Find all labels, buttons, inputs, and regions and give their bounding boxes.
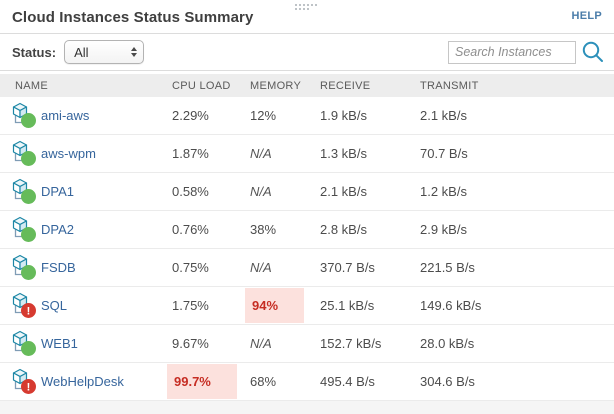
cpu-load-value: 0.76% — [172, 222, 209, 237]
receive-value: 370.7 B/s — [320, 260, 375, 275]
memory-value: 94% — [245, 288, 305, 323]
transmit-value: 70.7 B/s — [420, 146, 468, 161]
memory-value: N/A — [250, 336, 272, 351]
table-row: ! SQL 1.75% 94% 25.1 kB/s 149.6 kB/s — [0, 287, 614, 325]
cloud-instance-status-icon: ! — [10, 140, 37, 167]
column-header-name: NAME — [15, 79, 48, 92]
cpu-load-value: 0.75% — [172, 260, 209, 275]
memory-value: 38% — [250, 222, 277, 237]
column-header-receive: RECEIVE — [320, 79, 371, 92]
cloud-instance-status-icon: ! — [10, 254, 37, 281]
transmit-value: 221.5 B/s — [420, 260, 475, 275]
table-row: ! FSDB 0.75% N/A 370.7 B/s 221.5 B/s — [0, 249, 614, 287]
memory-value: 12% — [250, 108, 277, 123]
instances-table: NAME CPU LOAD MEMORY RECEIVE TRANSMIT ! … — [0, 74, 614, 401]
memory-value: N/A — [250, 260, 272, 275]
receive-value: 25.1 kB/s — [320, 298, 375, 313]
receive-value: 2.1 kB/s — [320, 184, 367, 199]
instance-name-link[interactable]: DPA1 — [41, 184, 74, 199]
receive-value: 1.3 kB/s — [320, 146, 367, 161]
help-link[interactable]: HELP — [571, 10, 602, 22]
table-header-row: NAME CPU LOAD MEMORY RECEIVE TRANSMIT — [0, 74, 614, 97]
page-title: Cloud Instances Status Summary — [12, 9, 254, 26]
cpu-load-value: 1.87% — [172, 146, 209, 161]
cpu-load-value: 0.58% — [172, 184, 209, 199]
cpu-load-value: 1.75% — [172, 298, 209, 313]
transmit-value: 2.1 kB/s — [420, 108, 467, 123]
table-row: ! ami-aws 2.29% 12% 1.9 kB/s 2.1 kB/s — [0, 97, 614, 135]
instance-name-link[interactable]: DPA2 — [41, 222, 74, 237]
transmit-value: 28.0 kB/s — [420, 336, 475, 351]
memory-value: N/A — [250, 184, 272, 199]
cloud-instance-status-icon: ! — [10, 216, 37, 243]
table-row: ! WEB1 9.67% N/A 152.7 kB/s 28.0 kB/s — [0, 325, 614, 363]
receive-value: 495.4 B/s — [320, 374, 375, 389]
receive-value: 152.7 kB/s — [320, 336, 382, 351]
instance-name-link[interactable]: WEB1 — [41, 336, 78, 351]
transmit-value: 149.6 kB/s — [420, 298, 482, 313]
svg-text:!: ! — [27, 382, 31, 394]
search-input[interactable] — [448, 40, 576, 64]
table-row: ! aws-wpm 1.87% N/A 1.3 kB/s 70.7 B/s — [0, 135, 614, 173]
cloud-instance-status-icon: ! — [10, 292, 37, 319]
column-header-transmit: TRANSMIT — [420, 79, 479, 92]
cpu-load-value: 99.7% — [167, 364, 237, 399]
cloud-instance-status-icon: ! — [10, 330, 37, 357]
cloud-instance-status-icon: ! — [10, 368, 37, 395]
transmit-value: 2.9 kB/s — [420, 222, 467, 237]
table-row: ! DPA2 0.76% 38% 2.8 kB/s 2.9 kB/s — [0, 211, 614, 249]
transmit-value: 304.6 B/s — [420, 374, 475, 389]
widget-titlebar: Cloud Instances Status Summary HELP — [0, 0, 614, 34]
memory-value: 68% — [250, 374, 277, 389]
column-header-cpu-load: CPU LOAD — [172, 79, 231, 92]
instance-name-link[interactable]: FSDB — [41, 260, 76, 275]
drag-handle-icon[interactable] — [295, 4, 319, 10]
table-row: ! WebHelpDesk 99.7% 68% 495.4 B/s 304.6 … — [0, 363, 614, 401]
memory-value: N/A — [250, 146, 272, 161]
status-select-value: All — [74, 44, 89, 60]
search-button[interactable] — [580, 39, 606, 65]
column-header-memory: MEMORY — [250, 79, 302, 92]
status-select[interactable]: All — [64, 40, 145, 64]
search-icon — [582, 41, 603, 62]
filter-toolbar: Status: All — [0, 34, 614, 71]
instance-name-link[interactable]: SQL — [41, 298, 68, 313]
table-row: ! DPA1 0.58% N/A 2.1 kB/s 1.2 kB/s — [0, 173, 614, 211]
receive-value: 1.9 kB/s — [320, 108, 367, 123]
cloud-instance-status-icon: ! — [10, 102, 37, 129]
instance-name-link[interactable]: aws-wpm — [41, 146, 96, 161]
widget-footer-strip — [0, 401, 614, 414]
select-stepper-icon — [131, 47, 138, 57]
transmit-value: 1.2 kB/s — [420, 184, 467, 199]
instance-name-link[interactable]: WebHelpDesk — [41, 374, 124, 389]
cloud-instance-status-icon: ! — [10, 178, 37, 205]
status-filter-label: Status: — [12, 44, 57, 60]
svg-text:!: ! — [27, 306, 31, 318]
table-body: ! ami-aws 2.29% 12% 1.9 kB/s 2.1 kB/s ! … — [0, 97, 614, 401]
cpu-load-value: 9.67% — [172, 336, 209, 351]
instance-name-link[interactable]: ami-aws — [41, 108, 90, 123]
cpu-load-value: 2.29% — [172, 108, 209, 123]
receive-value: 2.8 kB/s — [320, 222, 367, 237]
